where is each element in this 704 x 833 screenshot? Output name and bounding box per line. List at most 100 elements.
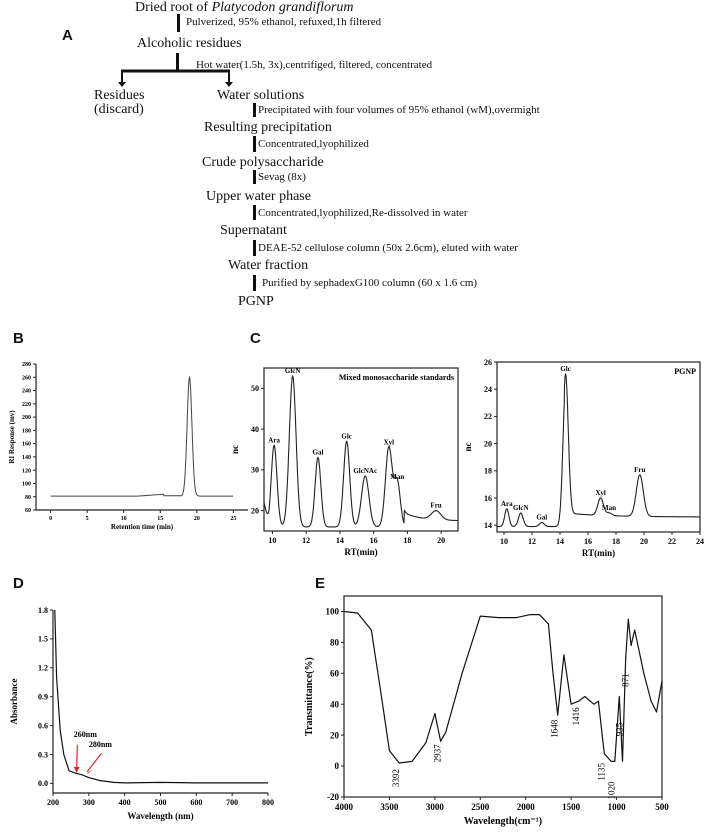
peak-label: 1135 xyxy=(596,762,606,780)
x-tick-label: 1500 xyxy=(562,802,581,812)
x-tick-label: 300 xyxy=(83,798,95,807)
node-alcoholic-residues: Alcoholic residues xyxy=(137,36,242,51)
y-tick-label: 20 xyxy=(484,439,492,448)
flow-arrow xyxy=(253,103,256,117)
node-crude-polysaccharide: Crude polysaccharide xyxy=(202,155,324,170)
y-tick-label: 40 xyxy=(251,425,259,434)
y-tick-label: 260 xyxy=(22,375,31,381)
chart-c-pgnp: 10 12 14 16 18 20 22 24 14 16 18 20 22 24 26 RT(min) nc A… xyxy=(463,358,704,558)
x-tick-label: 10 xyxy=(500,537,508,546)
x-tick-label: 600 xyxy=(190,798,202,807)
branch-arrows xyxy=(118,69,233,87)
flow-arrow xyxy=(253,275,256,291)
y-tick-label: 50 xyxy=(251,384,259,393)
peak-label: 1648 xyxy=(550,719,560,738)
ftir-trace xyxy=(343,610,663,764)
plot-frame xyxy=(343,595,663,798)
x-axis-label: Retention time (min) xyxy=(111,523,174,531)
arrow-280nm xyxy=(86,753,102,773)
peak-label: Fru xyxy=(634,466,645,474)
plot-frame xyxy=(263,367,459,532)
x-tick-label: 2000 xyxy=(517,802,536,812)
x-axis-label: Wavelength(cm⁻¹) xyxy=(464,816,542,827)
x-tick-label: 3000 xyxy=(426,802,445,812)
plot-frame xyxy=(496,361,701,533)
x-tick-label: 16 xyxy=(370,536,378,545)
x-tick-label: 15 xyxy=(157,516,163,522)
x-tick-label: 5 xyxy=(86,516,89,522)
x-tick-label: 14 xyxy=(336,536,344,545)
peak-label: Ara xyxy=(501,500,513,508)
peak-label: Man xyxy=(390,473,404,481)
peak-label: Fru xyxy=(430,502,441,510)
peak-label: Xyl xyxy=(384,438,395,446)
y-axis-label: Absorbance xyxy=(9,678,19,724)
y-tick-label: 280 xyxy=(22,362,31,368)
step-4: Concentrated,lyophilized xyxy=(258,138,369,150)
node-supernatant: Supernatant xyxy=(220,223,287,238)
peak-label: 935 xyxy=(614,722,624,736)
x-tick-label: 10 xyxy=(268,536,276,545)
flow-arrow xyxy=(177,14,180,32)
x-tick-label: 18 xyxy=(612,537,620,546)
y-tick-label: 0.0 xyxy=(38,779,48,788)
chart-title: Mixed monosaccharide standards xyxy=(339,373,454,382)
chromatogram-trace xyxy=(497,372,700,528)
x-tick-label: 0 xyxy=(49,516,52,522)
chart-e-ftir: 4000 3500 3000 2500 2000 1500 1000 500 -20 0 20 40 6… xyxy=(304,595,669,827)
x-tick-label: 18 xyxy=(403,536,411,545)
chart-title: PGNP xyxy=(674,367,696,376)
y-tick-label: 0.6 xyxy=(38,721,48,730)
peak-label: 2937 xyxy=(433,744,443,763)
y-tick-label: 14 xyxy=(484,521,492,530)
peak-label: Man xyxy=(602,504,616,512)
x-tick-label: 25 xyxy=(230,516,236,522)
x-axis-label: RT(min) xyxy=(344,547,377,557)
x-axis-label: Wavelength (nm) xyxy=(127,811,193,821)
step-6: Concentrated,lyophilized,Re-dissolved in… xyxy=(258,207,468,219)
flow-arrow xyxy=(253,205,256,220)
y-tick-label: 100 xyxy=(22,482,31,488)
x-tick-label: 12 xyxy=(528,537,536,546)
y-tick-label: 18 xyxy=(484,467,492,476)
y-axis-label: nc xyxy=(463,442,473,451)
x-tick-label: 12 xyxy=(302,536,310,545)
y-tick-label: 24 xyxy=(484,385,492,394)
y-axis-label: nc xyxy=(230,445,240,454)
panel-letter-b: B xyxy=(13,330,24,347)
y-tick-label: 0.9 xyxy=(38,692,48,701)
peak-label: GlcN xyxy=(285,367,301,375)
x-tick-label: 16 xyxy=(584,537,592,546)
x-tick-label: 1000 xyxy=(608,802,627,812)
x-tick-label: 10 xyxy=(121,516,127,522)
y-tick-label: 1.2 xyxy=(38,664,48,673)
y-tick-label: 200 xyxy=(22,415,31,421)
y-tick-label: 180 xyxy=(22,428,31,434)
x-tick-label: 700 xyxy=(226,798,238,807)
step-7: DEAE-52 cellulose column (50x 2.6cm), el… xyxy=(258,242,518,254)
peak-label: 1020 xyxy=(607,781,617,800)
y-tick-label: 0 xyxy=(335,761,340,771)
y-tick-label: 16 xyxy=(484,494,492,503)
x-tick-label: 20 xyxy=(640,537,648,546)
peak-label: Xyl xyxy=(595,489,606,497)
chart-b-gpc: 0 5 10 15 20 25 60 80 100 120 140 160 180 200 220 240 26… xyxy=(8,362,248,531)
peak-label: GlcNAc xyxy=(353,467,377,475)
flow-arrow xyxy=(253,170,256,184)
node-upper-water-phase: Upper water phase xyxy=(206,189,311,204)
flow-arrow xyxy=(253,240,256,256)
x-tick-label: 500 xyxy=(655,802,669,812)
chart-d-uv: 200 300 400 500 600 700 800 0.0 0.3 0.6 0.9 1.2 1.5 1… xyxy=(9,606,274,821)
x-axis-label: RT(min) xyxy=(582,548,615,558)
y-tick-label: 160 xyxy=(22,442,31,448)
flow-arrow xyxy=(176,53,179,71)
node-dried-root: Dried root of Platycodon grandiflorum xyxy=(135,0,354,16)
annotation-260nm: 260nm xyxy=(74,730,97,739)
node-water-fraction: Water fraction xyxy=(228,258,309,273)
node-residues: Residues xyxy=(94,88,145,103)
chromatogram-trace xyxy=(263,374,458,528)
peak-label: Glc xyxy=(560,365,571,373)
panel-letter-e: E xyxy=(315,575,326,592)
y-tick-label: 140 xyxy=(22,455,31,461)
x-tick-label: 24 xyxy=(696,537,704,546)
